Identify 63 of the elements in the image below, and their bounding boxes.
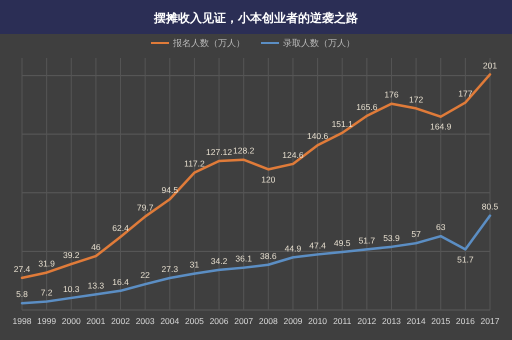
data-label: 27.3 [162,264,178,274]
data-label: 13.3 [88,280,104,290]
data-label: 140.6 [306,131,328,142]
data-label: 164.9 [430,122,452,132]
data-label: 27.4 [14,264,31,274]
x-tick-label: 2006 [210,316,229,326]
x-tick-label: 2008 [258,316,278,326]
data-label: 128.2 [233,146,255,156]
data-label: 51.7 [358,235,376,246]
x-tick-label: 2007 [234,316,254,326]
data-label: 5.8 [16,289,28,300]
data-label: 117.2 [184,158,206,169]
data-label: 7.2 [40,288,53,298]
legend-label: 报名人数（万人） [172,38,245,48]
data-label: 47.4 [309,240,326,250]
data-label: 120 [261,174,276,184]
x-tick-label: 2014 [406,316,426,326]
x-tick-label: 2005 [184,316,204,326]
chart-title: 摆摊收入见证，小本创业者的逆袭之路 [153,11,359,25]
data-label: 38.6 [260,250,277,261]
data-label: 51.7 [457,254,474,264]
data-label: 46 [91,242,101,252]
data-label: 62.4 [112,222,130,233]
data-label: 10.3 [62,284,80,294]
data-label: 49.5 [334,238,351,248]
x-tick-label: 2011 [333,316,352,326]
data-label: 63 [436,222,446,232]
x-tick-label: 2016 [456,316,476,326]
legend-label: 录取人数（万人） [283,38,355,48]
data-label: 79.7 [136,202,154,213]
x-tick-label: 2002 [111,316,130,326]
data-label: 124.6 [282,150,304,160]
data-label: 177 [458,88,473,99]
data-label: 31 [190,260,200,270]
x-tick-label: 2004 [160,316,180,326]
data-label: 36.1 [235,254,252,264]
data-label: 44.9 [284,243,302,254]
data-label: 172 [409,94,424,104]
x-tick-label: 2010 [308,316,328,326]
data-label: 201 [482,60,498,70]
data-label: 34.2 [210,256,228,266]
data-label: 94.5 [162,185,178,196]
x-tick-label: 2009 [283,316,303,326]
data-label: 127.12 [206,147,232,158]
data-label: 22 [140,270,150,280]
x-tick-label: 2015 [431,316,450,326]
data-label: 165.6 [356,102,378,112]
x-tick-label: 2013 [382,316,402,326]
x-tick-label: 2012 [357,316,377,326]
x-tick-label: 2003 [136,316,155,326]
x-tick-label: 1999 [37,316,56,326]
x-tick-label: 2000 [62,316,81,326]
x-tick-label: 1998 [12,316,32,326]
data-label: 16.4 [112,276,130,287]
data-label: 176 [384,90,399,100]
x-tick-label: 2017 [480,316,500,326]
data-label: 57 [411,229,422,240]
data-label: 53.9 [383,232,400,243]
data-label: 39.2 [62,250,80,260]
x-tick-label: 2001 [86,316,106,326]
data-label: 151.1 [332,118,354,129]
data-label: 31.9 [38,258,56,269]
data-label: 80.5 [482,202,499,212]
